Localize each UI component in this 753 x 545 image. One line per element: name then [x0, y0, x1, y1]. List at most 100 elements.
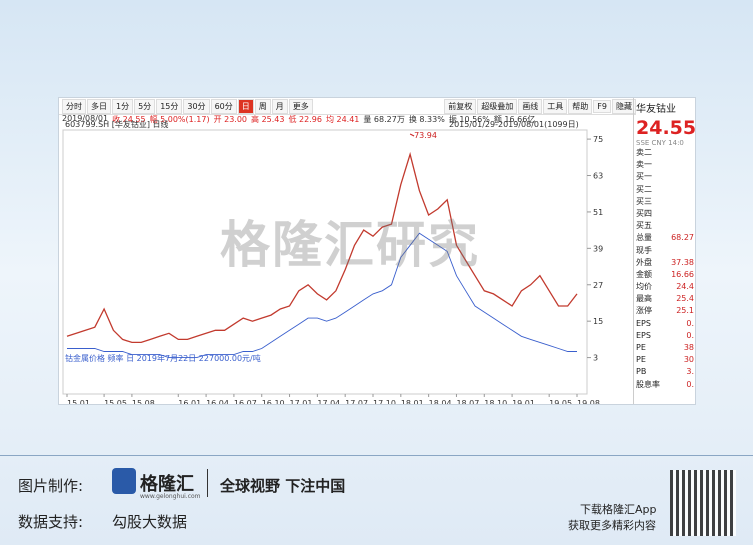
series-line [66, 151, 578, 344]
side-value: 0. [686, 330, 694, 340]
side-label: 买一 [636, 172, 652, 182]
toolbar-button[interactable]: 分时 [62, 98, 86, 114]
info-item: 额 16.66亿 [493, 115, 536, 124]
logo: 格隆汇 [140, 474, 194, 495]
toolbar-button[interactable]: 前复权 [444, 98, 477, 114]
side-label: 买四 [636, 208, 652, 218]
toolbar-button[interactable]: 30分 [183, 98, 210, 114]
x-tick-label: 16.01 [178, 399, 201, 404]
info-item: 高 25.43 [251, 115, 285, 124]
x-tick-label: 15.01 [67, 399, 90, 404]
side-label: 金额 [636, 269, 652, 279]
x-tick-label: 15.05 [104, 399, 127, 404]
x-tick-label: 17.04 [317, 399, 340, 404]
x-tick-label: 15.08 [132, 399, 155, 404]
side-row: 最高 25.4 [634, 293, 696, 305]
y-tick-label: 27 [593, 281, 603, 290]
data-by: 数据支持: [18, 513, 84, 531]
toolbar-button[interactable]: 超级叠加 [477, 98, 518, 114]
toolbar-button[interactable]: F9 [593, 99, 611, 113]
info-item: 2019/08/01 [62, 114, 109, 123]
made-by: 图片制作: [18, 477, 84, 495]
toolbar-button[interactable]: 更多 [288, 98, 313, 114]
toolbar-button[interactable]: 60分 [210, 98, 237, 114]
quote-info: 2019/08/01 收 24.55 幅 5.00%(1.17) 开 23.00 高 2… [62, 114, 535, 125]
info-item: 均 24.41 [325, 115, 360, 124]
x-tick-label: 19.05 [549, 399, 572, 404]
market: SSE CNY 14:0 [636, 139, 684, 147]
side-row: 涨停 25.1 [634, 305, 696, 317]
toolbar: 分时 多日 1分 5分 15分 30分 60分日周月更多 前复权 超级叠加 画线 工具 帮助 F9 隐藏 [59, 98, 636, 115]
plot-frame [62, 129, 588, 395]
series-line [67, 232, 577, 359]
side-value: 25.4 [676, 294, 694, 304]
side-row: 卖二 [634, 147, 696, 159]
y-tick-label: 63 [593, 172, 603, 181]
toolbar-button[interactable]: 月 [271, 98, 288, 114]
side-value: 16.66 [671, 269, 694, 279]
side-label: 涨停 [636, 306, 652, 316]
toolbar-button[interactable]: 多日 [87, 98, 111, 114]
info-item: 换 8.33% [408, 115, 445, 124]
toolbar-button[interactable]: 帮助 [568, 98, 593, 114]
y-tick-label: 75 [593, 135, 603, 144]
side-row: 股息率 0. [634, 379, 696, 391]
info-item: 振 10.56% [448, 115, 490, 124]
y-tick-label: 3 [593, 354, 598, 363]
x-tick-label: 18.04 [429, 399, 452, 404]
side-row: 买三 [634, 196, 696, 208]
side-label: 最高 [636, 294, 652, 304]
info-item: 低 22.96 [288, 115, 322, 124]
toolbar-button[interactable]: 周 [254, 98, 271, 114]
side-row: 外盘 37.38 [634, 257, 696, 269]
side-row: 买五 [634, 220, 696, 232]
x-tick-label: 19.01 [512, 399, 535, 404]
toolbar-button[interactable]: 画线 [518, 98, 543, 114]
stock-price: 24.55 [636, 117, 696, 139]
side-value: 0. [686, 318, 694, 328]
data-source: 勾股大数据 [112, 513, 188, 531]
side-panel: 华友钴业 24.55 SSE CNY 14:0 卖二卖一买一买二 买三买四买五 总量… [633, 98, 696, 404]
more: 获取更多精彩内容 [568, 519, 656, 532]
toolbar-button[interactable]: 隐藏 [612, 98, 636, 114]
side-label: PE [636, 355, 646, 365]
side-label: 股息率 [636, 379, 660, 389]
side-label: 买五 [636, 221, 652, 231]
side-label: 卖二 [636, 148, 652, 157]
y-tick-label: 15 [593, 317, 603, 326]
side-row: 金额 16.66 [634, 269, 696, 281]
side-row: EPS 0. [634, 318, 696, 330]
side-value: 0. [686, 379, 694, 389]
side-row: EPS 0. [634, 330, 696, 342]
peak-pointer [409, 133, 415, 137]
toolbar-button[interactable]: 工具 [543, 98, 568, 114]
info-item: 开 23.00 [213, 115, 248, 124]
toolbar-button[interactable]: 日 [237, 98, 254, 114]
x-tick-label: 17.01 [290, 399, 313, 404]
logo-icon [112, 468, 136, 494]
side-label: 卖一 [636, 160, 652, 170]
side-value: 38 [683, 343, 694, 352]
x-tick-label: 19.08 [577, 399, 600, 404]
x-tick-label: 17.10 [373, 399, 396, 404]
toolbar-button[interactable]: 15分 [156, 98, 183, 114]
side-value: 30 [683, 355, 694, 365]
chart: 603799.SH [华友钴业] 日线 2015/01/29-2019/08/01… [62, 119, 603, 404]
side-label: 买三 [636, 196, 652, 206]
y-tick-label: 39 [593, 244, 603, 253]
toolbar-button[interactable]: 5分 [134, 98, 156, 114]
toolbar-button[interactable]: 1分 [112, 98, 134, 114]
x-tick-label: 18.10 [484, 399, 507, 404]
side-row: 买二 [634, 184, 696, 196]
x-tick-label: 18.07 [456, 399, 479, 404]
side-row: 现手 [634, 245, 696, 257]
side-value: 37.38 [671, 257, 694, 267]
side-row: 总量 68.27 [634, 232, 696, 244]
spacer [314, 105, 444, 107]
side-row: 均价 24.4 [634, 281, 696, 293]
stock-name: 华友钴业 [636, 104, 676, 115]
info-item: 幅 5.00%(1.17) [149, 115, 210, 124]
side-label: 均价 [636, 282, 652, 292]
side-label: EPS [636, 330, 651, 340]
